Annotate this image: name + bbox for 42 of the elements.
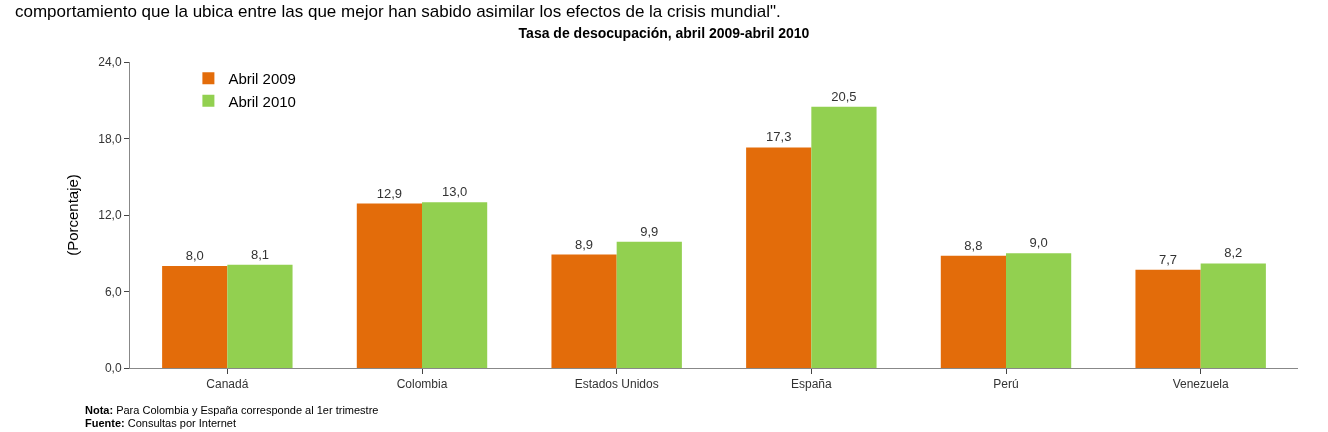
text: Nota: Para Colombia y España corresponde al 1er trimestre bbox=[85, 404, 379, 416]
y-tick-label: 6,0 bbox=[104, 284, 122, 299]
y-tick-label: 0,0 bbox=[104, 361, 122, 376]
data-label: 12,9 bbox=[376, 185, 403, 201]
bar bbox=[940, 255, 1006, 368]
data-label: 13,0 bbox=[441, 184, 468, 200]
y-axis-title: (Porcentaje) bbox=[64, 174, 82, 256]
text: comportamiento que la ubica entre las que mejor han sabido asimilar los efectos de la crisis mundial". bbox=[15, 2, 781, 21]
bar bbox=[1200, 263, 1266, 368]
chart-title: Tasa de desocupación, abril 2009-abril 2010 bbox=[518, 24, 810, 41]
bar bbox=[811, 106, 877, 368]
x-tick-label: Estados Unidos bbox=[574, 377, 659, 392]
x-tick-label: Colombia bbox=[396, 377, 448, 392]
data-label: 17,3 bbox=[766, 129, 792, 145]
y-tick-label: 18,0 bbox=[98, 131, 122, 146]
bar bbox=[746, 147, 812, 368]
data-label: 9,0 bbox=[1029, 235, 1048, 251]
x-tick-label: Venezuela bbox=[1172, 377, 1230, 392]
data-label: 8,1 bbox=[250, 246, 269, 262]
bar bbox=[1006, 253, 1072, 368]
bar bbox=[356, 203, 422, 368]
x-tick-label: Perú bbox=[993, 377, 1019, 392]
data-label: 8,8 bbox=[964, 237, 983, 253]
bar bbox=[616, 241, 682, 368]
data-label: 8,2 bbox=[1224, 245, 1243, 261]
bar bbox=[227, 264, 293, 368]
bar bbox=[162, 266, 228, 368]
x-tick-label: España bbox=[790, 377, 832, 392]
source-note: Fuente: Consultas por Internet bbox=[85, 417, 237, 429]
bar bbox=[551, 254, 617, 368]
data-label: 8,0 bbox=[185, 248, 204, 263]
data-label: 8,9 bbox=[575, 236, 594, 252]
data-label: 7,7 bbox=[1159, 251, 1178, 267]
bar bbox=[1135, 269, 1201, 368]
data-label: 20,5 bbox=[831, 88, 857, 104]
legend-label: Abril 2009 bbox=[228, 70, 296, 88]
legend-label: Abril 2010 bbox=[228, 92, 296, 110]
bar bbox=[422, 202, 488, 368]
y-tick-label: 12,0 bbox=[98, 208, 122, 223]
data-label: 9,9 bbox=[640, 223, 659, 239]
x-tick-label: Canadá bbox=[206, 377, 249, 392]
y-tick-label: 24,0 bbox=[98, 55, 122, 70]
